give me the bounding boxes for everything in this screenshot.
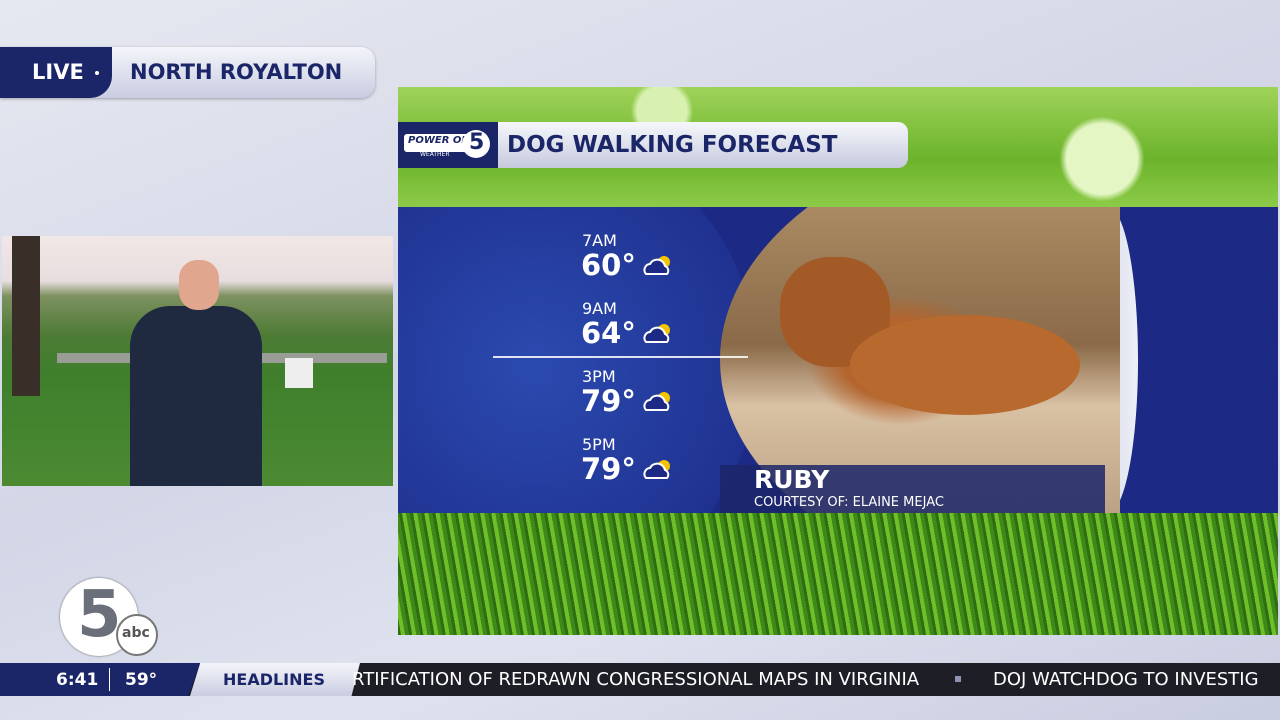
dog-photo	[720, 207, 1120, 513]
forecast-band	[398, 207, 1278, 513]
forecast-temp: 64°	[581, 316, 636, 350]
forecast-title: DOG WALKING FORECAST	[507, 132, 838, 158]
headline-separator	[955, 676, 961, 682]
weather-icon	[643, 460, 670, 479]
logo-top: POWER OF	[408, 135, 469, 146]
network-badge	[116, 614, 158, 656]
reporter-jacket	[130, 306, 262, 486]
weather-icon	[643, 392, 670, 411]
section-box	[190, 663, 360, 696]
location-label: NORTH ROYALTON	[130, 60, 343, 84]
clock-box	[0, 663, 200, 696]
logo-bottom: WEATHER	[420, 151, 450, 158]
pet-caption	[720, 465, 1105, 513]
weather-icon	[643, 324, 670, 343]
forecast-time: 7AM	[582, 231, 617, 250]
tree-trunk	[12, 236, 40, 396]
headline: DOJ WATCHDOG TO INVESTIG	[993, 669, 1259, 690]
divider-line	[493, 356, 748, 358]
headline: RTIFICATION OF REDRAWN CONGRESSIONAL MAP…	[352, 669, 920, 690]
reporter-video	[2, 236, 393, 486]
separator-dot	[95, 71, 99, 75]
forecast-temp: 79°	[581, 452, 636, 486]
band-glow	[398, 207, 758, 513]
pet-credit: COURTESY OF: ELAINE MEJAC	[754, 495, 944, 510]
forecast-time: 5PM	[582, 435, 616, 454]
network-label: abc	[122, 625, 150, 641]
forecast-time: 3PM	[582, 367, 616, 386]
forecast-temp: 79°	[581, 384, 636, 418]
clock: 6:41	[56, 670, 99, 690]
forecast-temp: 60°	[581, 248, 636, 282]
weather-logo: POWER OF 5 WEATHER	[398, 122, 498, 168]
weather-icon	[643, 256, 670, 275]
sign	[285, 358, 313, 388]
section-label: HEADLINES	[223, 670, 325, 689]
pet-name: RUBY	[754, 465, 830, 494]
divider	[109, 668, 110, 691]
reporter-face	[179, 260, 219, 310]
forecast-time: 9AM	[582, 299, 617, 318]
station-number: 5	[77, 578, 122, 652]
live-label: LIVE	[32, 60, 84, 84]
grass-footer	[398, 513, 1278, 635]
logo-number: 5	[469, 130, 485, 155]
current-temp: 59°	[125, 670, 158, 690]
live-box	[0, 47, 112, 98]
